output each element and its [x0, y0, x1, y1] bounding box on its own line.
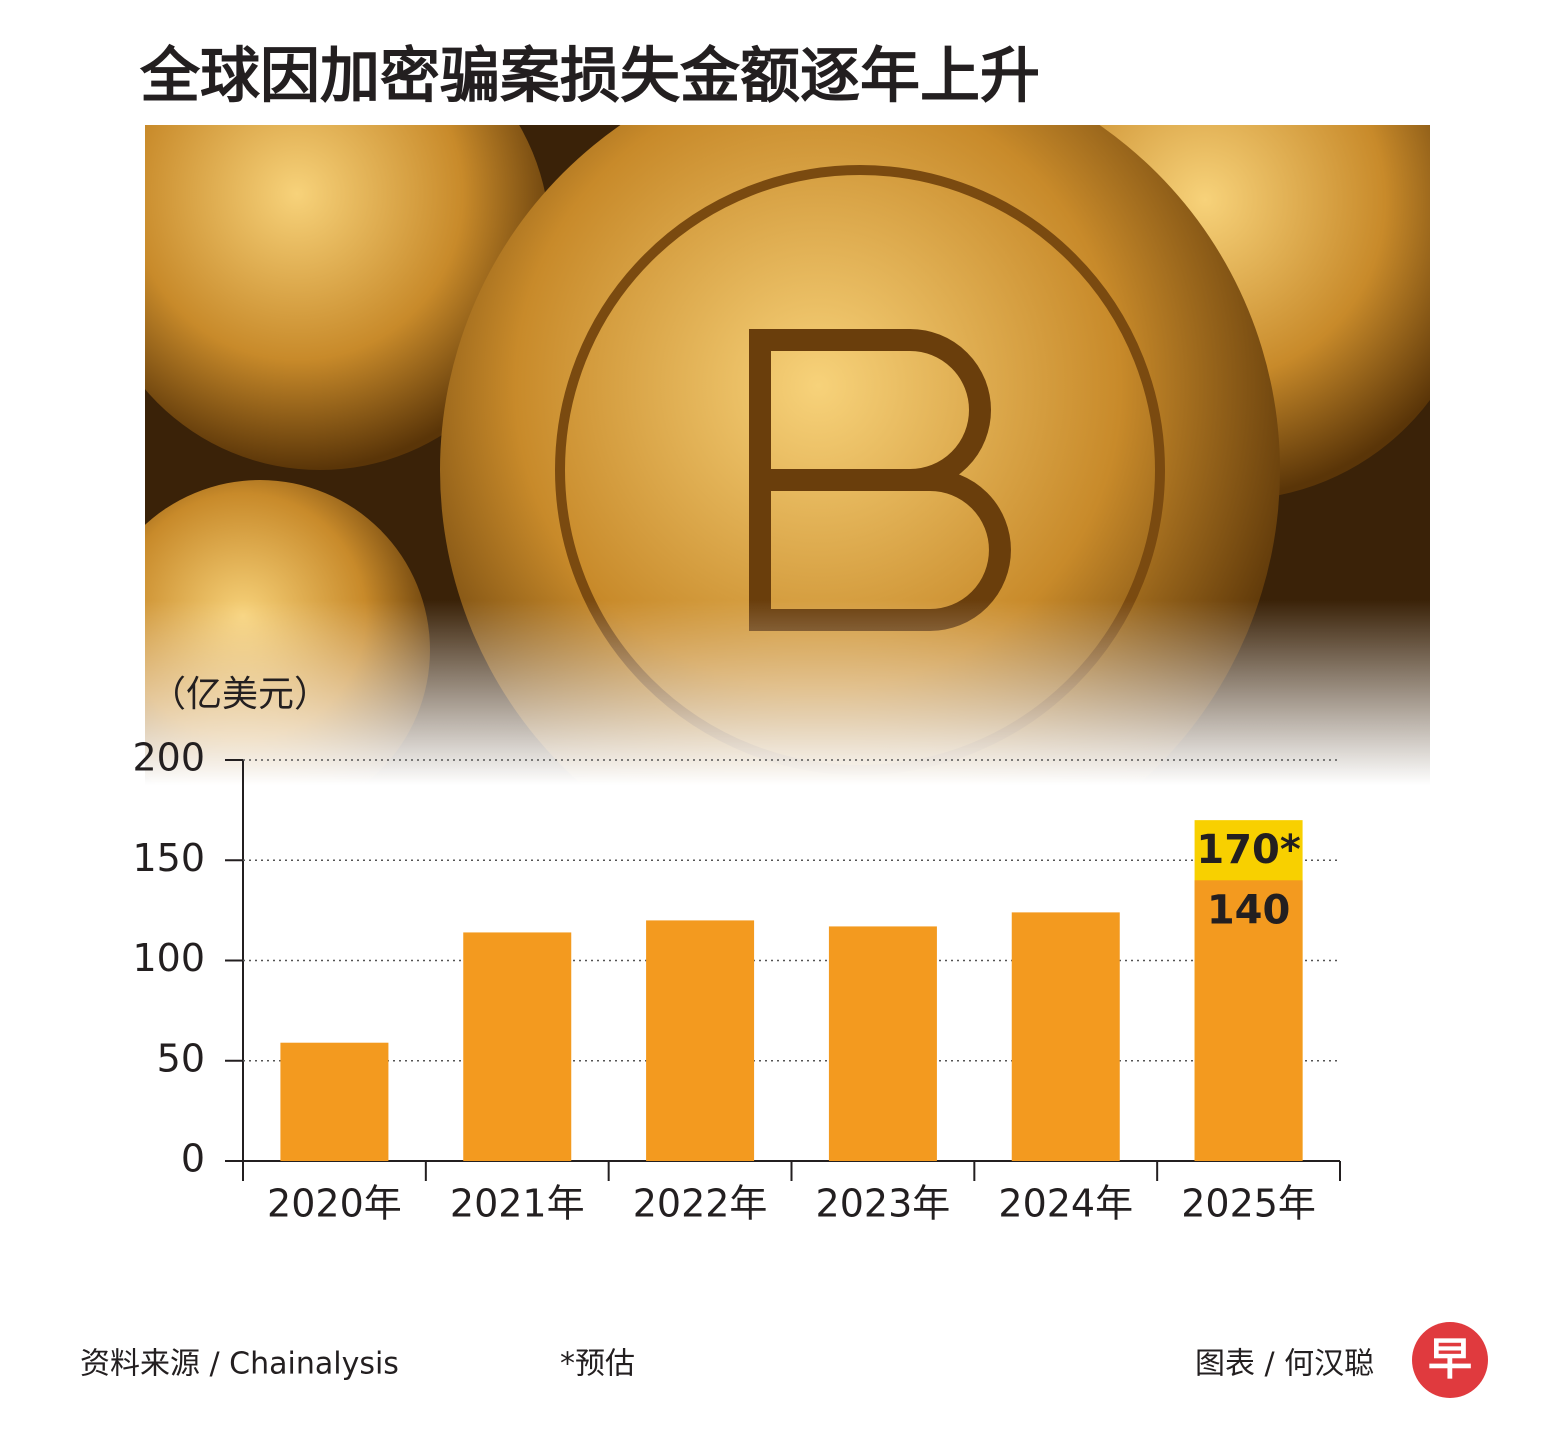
x-tick-label: 2024年: [998, 1182, 1133, 1226]
note: *预估: [560, 1347, 635, 1382]
bar: [280, 1042, 389, 1161]
x-tick-label: 2023年: [816, 1182, 951, 1226]
y-tick-label: 100: [132, 936, 205, 980]
x-tick-label: 2020年: [267, 1182, 402, 1226]
bar: [828, 926, 937, 1161]
photo: [90, 0, 1480, 890]
y-tick-label: 50: [157, 1036, 205, 1080]
bar: [646, 920, 755, 1161]
x-tick-label: 2025年: [1181, 1182, 1316, 1226]
y-tick-label: 200: [132, 736, 205, 780]
y-axis-label: （亿美元）: [150, 674, 330, 715]
y-tick-label: 150: [132, 836, 205, 880]
logo-circle: [1412, 1322, 1488, 1398]
logo: 早: [1428, 1334, 1472, 1385]
x-tick-label: 2021年: [450, 1182, 585, 1226]
value-label: 140: [1207, 887, 1291, 933]
credit: 图表 / 何汉聪: [1195, 1347, 1374, 1382]
chart-title: 全球因加密骗案损失金额逐年上升: [139, 42, 1040, 112]
x-tick-label: 2022年: [633, 1182, 768, 1226]
bar: [1011, 912, 1120, 1161]
value-label: 170*: [1196, 827, 1300, 873]
bar: [463, 932, 572, 1161]
bar: [1194, 880, 1303, 1161]
y-tick-label: 0: [181, 1137, 205, 1181]
source: 资料来源 / Chainalysis: [80, 1347, 399, 1382]
